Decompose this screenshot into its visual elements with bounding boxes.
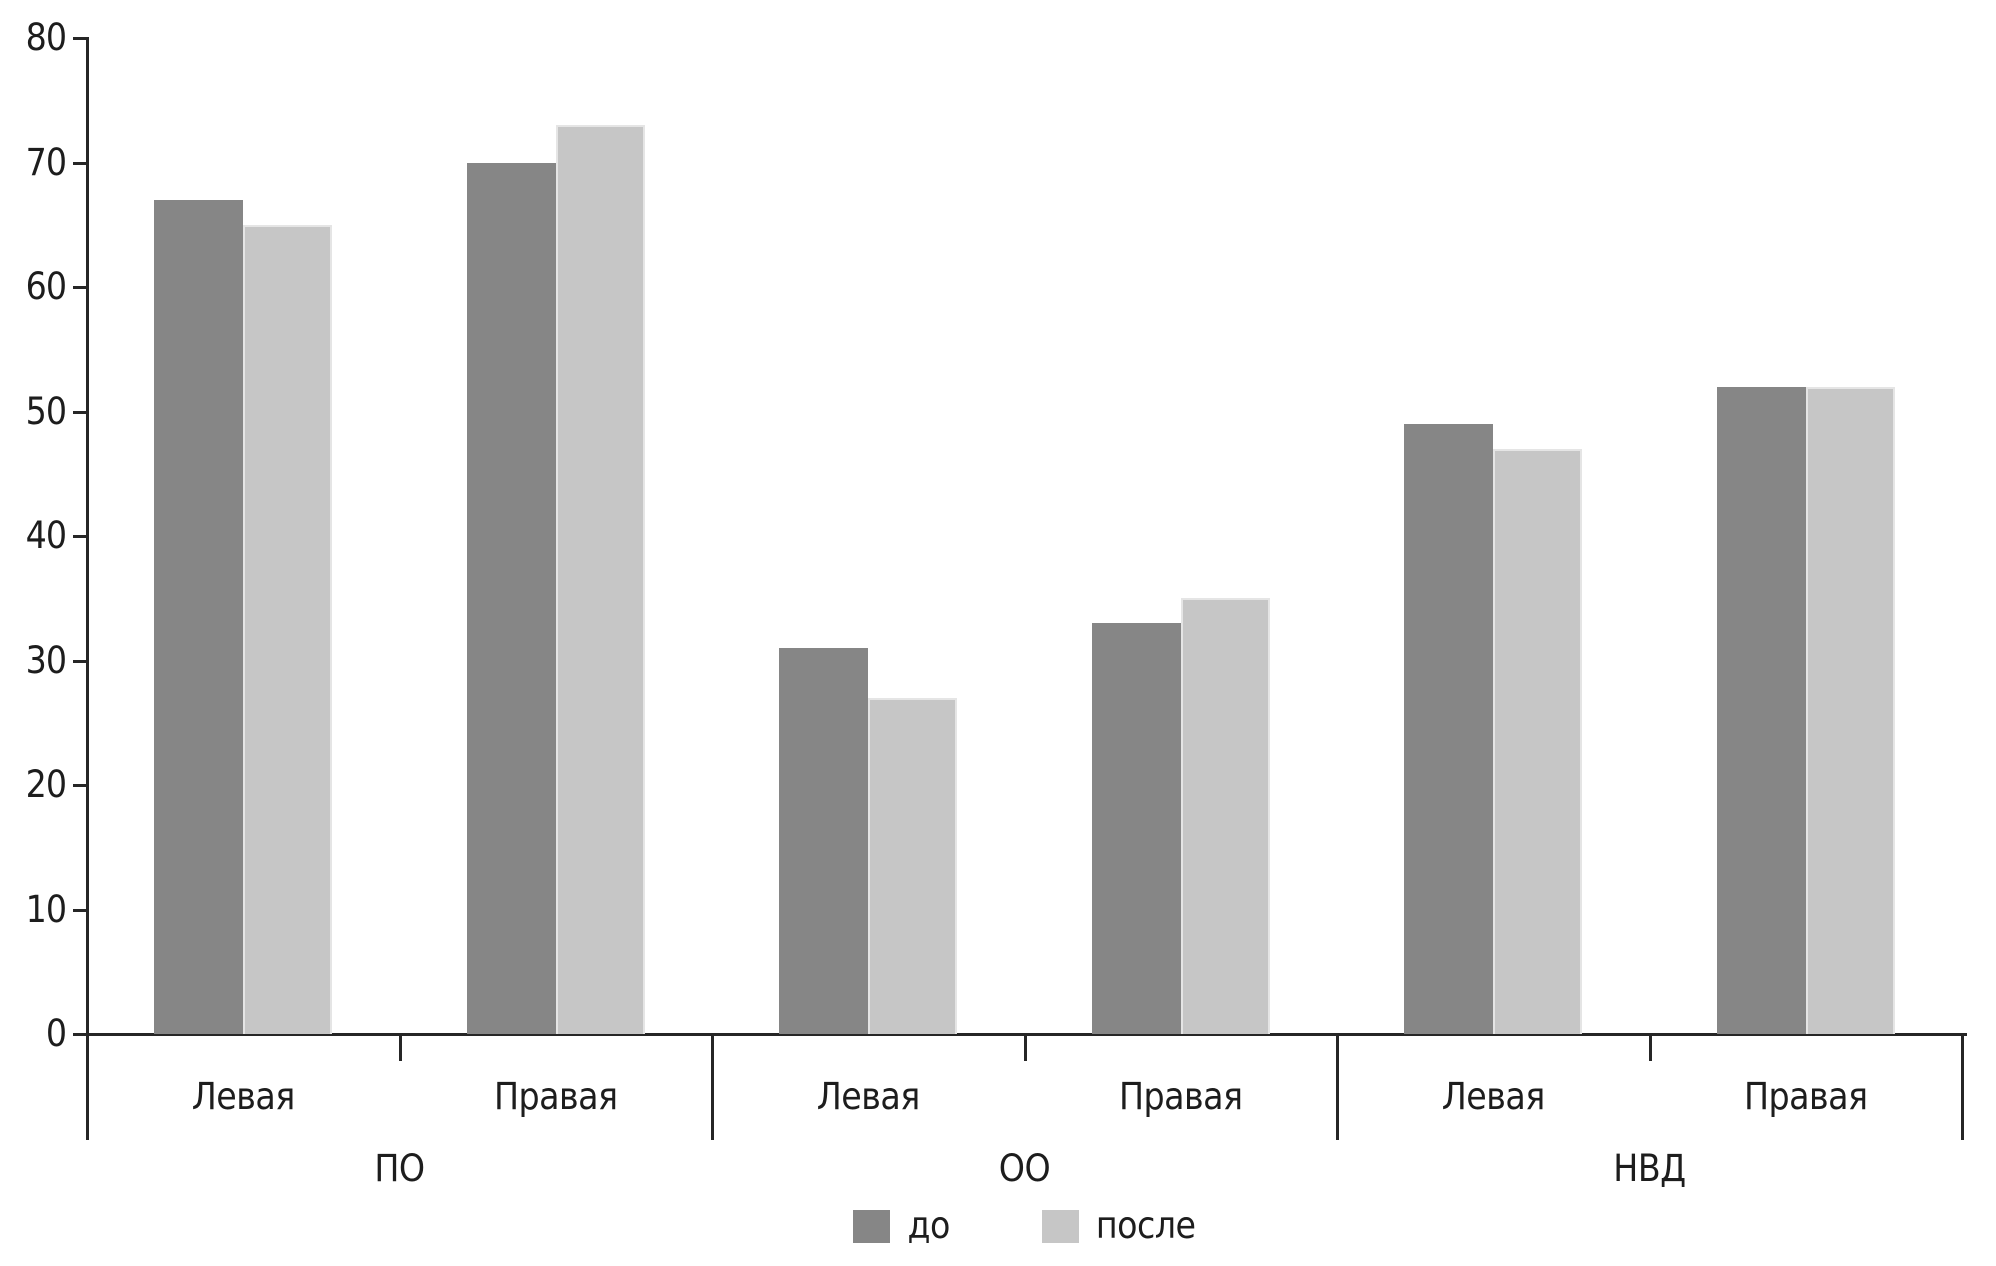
category-label: Левая xyxy=(191,1075,296,1118)
group-label: ОО xyxy=(998,1147,1051,1190)
y-axis-tick xyxy=(73,286,87,289)
group-separator xyxy=(711,1034,714,1140)
group-separator xyxy=(1336,1034,1339,1140)
y-axis-tick-label: 0 xyxy=(45,1012,67,1055)
x-axis xyxy=(86,1033,1967,1036)
y-axis-tick-label: 80 xyxy=(25,16,67,59)
y-axis-tick-label: 50 xyxy=(25,389,67,433)
y-axis-tick-label: 20 xyxy=(25,763,67,806)
category-label: Правая xyxy=(493,1075,618,1118)
bar xyxy=(243,224,333,1034)
bar xyxy=(154,199,244,1034)
bar xyxy=(1404,423,1494,1034)
y-axis-tick xyxy=(73,410,87,414)
group-label: НВД xyxy=(1613,1147,1686,1190)
y-axis-tick xyxy=(73,784,87,787)
group-label: ПО xyxy=(374,1147,425,1190)
y-axis-tick-label: 10 xyxy=(25,887,67,931)
y-axis-tick-label: 60 xyxy=(25,265,67,308)
category-label: Правая xyxy=(1743,1075,1868,1118)
legend-swatch-after xyxy=(1041,1209,1079,1243)
bar xyxy=(466,162,556,1034)
bar xyxy=(1805,386,1895,1034)
y-axis-tick-label: 30 xyxy=(25,638,67,682)
y-axis xyxy=(86,37,89,1035)
bar xyxy=(1180,598,1270,1034)
bar xyxy=(1716,386,1806,1034)
category-label: Правая xyxy=(1118,1075,1243,1118)
legend-label-after: после xyxy=(1095,1204,1196,1247)
legend: до после xyxy=(87,1204,1962,1248)
category-label: Левая xyxy=(816,1075,921,1118)
legend-item-before: до xyxy=(853,1204,950,1247)
legend-swatch-before xyxy=(853,1209,891,1243)
bar xyxy=(779,648,869,1034)
y-axis-tick-label: 70 xyxy=(25,140,67,184)
bar xyxy=(1493,448,1583,1034)
bar xyxy=(1091,623,1181,1034)
y-axis-tick xyxy=(73,659,87,663)
subgroup-tick xyxy=(1648,1034,1652,1061)
legend-label-before: до xyxy=(907,1204,950,1247)
legend-item-after: после xyxy=(1041,1204,1196,1247)
subgroup-tick xyxy=(398,1034,402,1061)
group-separator xyxy=(1961,1034,1964,1140)
y-axis-tick xyxy=(73,37,87,40)
subgroup-tick xyxy=(1023,1034,1027,1061)
y-axis-tick xyxy=(73,535,87,538)
category-label: Левая xyxy=(1441,1075,1546,1118)
y-axis-tick xyxy=(73,908,87,912)
bar xyxy=(868,697,958,1034)
y-axis-tick xyxy=(73,1033,87,1036)
y-axis-tick xyxy=(73,161,87,165)
group-separator xyxy=(86,1034,89,1140)
y-axis-tick-label: 40 xyxy=(25,514,67,557)
bar xyxy=(555,125,645,1034)
